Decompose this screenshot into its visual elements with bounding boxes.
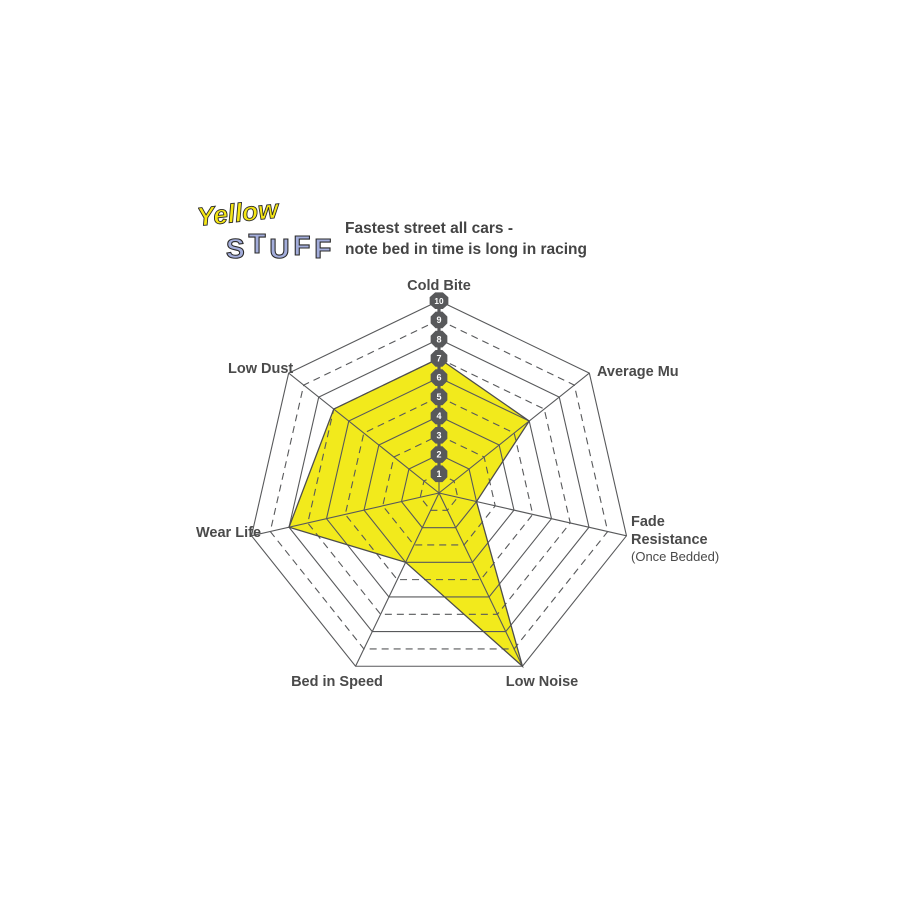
svg-text:2: 2 [436, 450, 441, 460]
svg-text:7: 7 [436, 353, 441, 363]
svg-text:4: 4 [436, 411, 441, 421]
svg-text:8: 8 [436, 334, 441, 344]
svg-text:6: 6 [436, 373, 441, 383]
svg-text:Yellow: Yellow [198, 196, 281, 232]
svg-text:S T U: S T U F F [226, 228, 331, 264]
svg-text:1: 1 [436, 469, 441, 479]
svg-text:10: 10 [434, 296, 444, 306]
svg-text:3: 3 [436, 430, 441, 440]
svg-text:9: 9 [436, 315, 441, 325]
svg-text:5: 5 [436, 392, 441, 402]
